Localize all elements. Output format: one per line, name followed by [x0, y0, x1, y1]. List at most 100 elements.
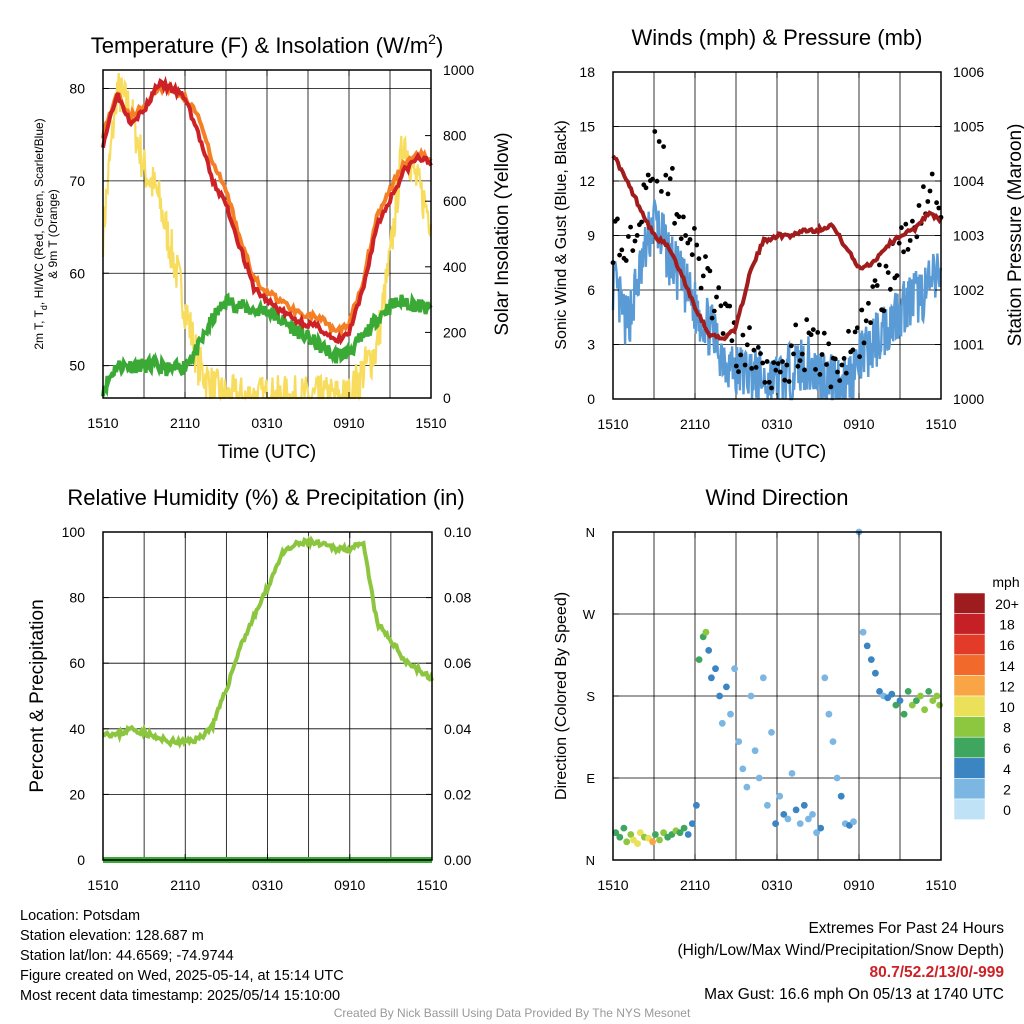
temperature-title: Temperature (F) & Insolation (W/m2) — [91, 31, 444, 58]
direction-point — [933, 692, 941, 700]
direction-point — [623, 838, 631, 846]
gust-point — [766, 379, 772, 385]
y-tick-label-right: 0.08 — [444, 590, 471, 606]
gust-point — [709, 315, 715, 321]
gust-point — [720, 331, 726, 336]
legend-swatch — [953, 654, 986, 676]
direction-series — [612, 528, 943, 847]
winds-panel: Winds (mph) & Pressure (mb) 1510 2110 0310… — [553, 25, 1024, 463]
gust-point — [843, 370, 849, 376]
extremes-title: Extremes For Past 24 Hours — [808, 920, 1004, 937]
direction-point — [731, 665, 738, 673]
direction-point — [917, 692, 924, 700]
x-tick-label: 1510 — [925, 877, 956, 893]
created-text: Figure created on Wed, 2025-05-14, at 15… — [20, 968, 344, 984]
direction-point — [676, 829, 684, 837]
x-tick-label: 1510 — [597, 877, 628, 893]
gust-point — [859, 307, 865, 313]
gust-point — [738, 352, 744, 358]
gust-point — [665, 191, 671, 197]
y-tick-label-right: 1000 — [953, 391, 984, 407]
gust-point — [881, 308, 887, 314]
gust-point — [762, 380, 768, 385]
direction-point — [825, 710, 833, 718]
y-tick-label-right: 600 — [443, 193, 467, 209]
winds-series — [610, 129, 944, 401]
location-text: Location: Potsdam — [20, 908, 141, 924]
gust-point — [753, 365, 759, 370]
humidity-title: Relative Humidity (%) & Precipitation (i… — [67, 485, 464, 510]
direction-point — [743, 783, 751, 791]
direction-point — [936, 701, 943, 709]
gust-point — [707, 268, 713, 274]
gust-point — [628, 224, 633, 230]
legend-label: 12 — [999, 678, 1015, 694]
gust-point — [936, 205, 942, 211]
gust-point — [661, 144, 666, 150]
direction-title: Wind Direction — [705, 485, 848, 510]
gust-point — [696, 256, 702, 262]
legend-swatch — [953, 592, 986, 614]
direction-point — [929, 697, 937, 704]
direction-point — [805, 815, 812, 823]
y-tick-label-right: 800 — [443, 128, 467, 144]
gust-point — [716, 285, 722, 291]
direction-point — [859, 628, 867, 636]
y-tick-label-left: 0 — [77, 852, 85, 868]
winds-ylabel-left: Sonic Wind & Gust (Blue, Black) — [553, 120, 570, 349]
gust-point — [775, 361, 781, 366]
gust-point — [852, 329, 858, 335]
y-tick-label-right: 0.02 — [444, 786, 471, 802]
direction-point — [925, 688, 933, 695]
x-tick-label: 2110 — [170, 877, 200, 893]
gust-point — [639, 219, 644, 225]
direction-point — [913, 697, 920, 704]
gust-point — [868, 320, 873, 326]
direction-point — [759, 674, 767, 682]
gust-point — [667, 176, 673, 182]
temperature-grid — [103, 70, 431, 398]
legend-swatch — [953, 757, 986, 779]
gust-point — [921, 184, 926, 190]
x-tick-label: 0310 — [761, 877, 792, 893]
gust-point — [654, 178, 660, 184]
legend-swatch — [953, 798, 986, 820]
direction-point — [620, 824, 628, 832]
gust-point — [784, 362, 790, 368]
gust-point — [694, 242, 700, 248]
y-tick-label-left: 40 — [69, 721, 85, 737]
direction-point — [718, 719, 726, 727]
gust-point — [659, 189, 664, 194]
direction-point — [764, 801, 771, 809]
legend-title: mph — [992, 574, 1019, 590]
gust-point — [799, 351, 805, 357]
direction-point — [867, 656, 875, 663]
y-tick-label-left: 12 — [579, 173, 595, 189]
y-tick-label-left: N — [586, 525, 595, 540]
gust-point — [914, 234, 920, 240]
gust-point — [835, 369, 840, 375]
direction-point — [693, 801, 700, 809]
direction-point — [876, 688, 883, 695]
gust-point — [903, 221, 909, 227]
gust-point — [771, 360, 777, 365]
direction-point — [627, 831, 635, 838]
direction-point — [656, 836, 663, 844]
gust-point — [934, 200, 939, 206]
gust-point — [676, 214, 682, 220]
direction-point — [702, 628, 710, 636]
legend-swatch — [953, 613, 986, 635]
direction-point — [788, 770, 796, 777]
direction-point — [616, 833, 624, 841]
direction-point — [708, 674, 715, 682]
y-tick-label-left: S — [586, 689, 595, 704]
direction-point — [809, 811, 816, 818]
direction-point — [716, 692, 723, 700]
direction-ylabel-left: Direction (Colored By Speed) — [553, 592, 570, 800]
direction-point — [723, 683, 730, 691]
x-tick-label: 0910 — [843, 877, 874, 893]
temperature-ylabel-left: 2m T, Td, HI/WC (Red, Green, Scarlet/Blu… — [32, 118, 49, 349]
gust-point — [850, 347, 856, 353]
temperature-ylabel-right: Solar Insolation (Yellow) — [492, 132, 513, 335]
gust-point — [663, 172, 669, 178]
